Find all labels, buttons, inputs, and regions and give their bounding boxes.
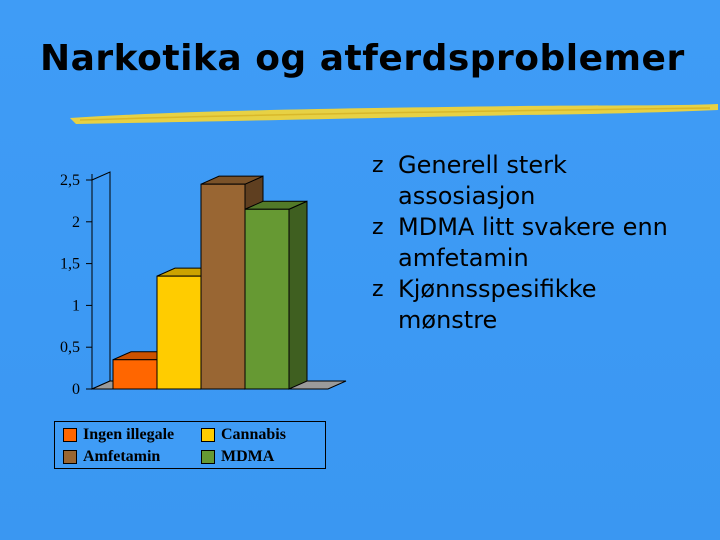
bullet-text-line: MDMA litt svakere enn bbox=[398, 213, 668, 241]
y-tick-label: 0,5 bbox=[60, 339, 80, 356]
bullet-icon: z bbox=[372, 153, 384, 178]
bar-side bbox=[288, 200, 308, 390]
bar bbox=[200, 183, 246, 390]
chart-legend: Ingen illegale Cannabis Amfetamin MDMA bbox=[54, 421, 326, 469]
bullet-item: z Kjønnsspesifikke mønstre bbox=[372, 274, 712, 336]
bar bbox=[112, 359, 158, 390]
bullet-icon: z bbox=[372, 277, 384, 302]
bullet-text-line: Generell sterk bbox=[398, 151, 567, 179]
bullet-text-line: assosiasjon bbox=[398, 182, 536, 210]
legend-label: MDMA bbox=[221, 448, 275, 465]
legend-item: Amfetamin bbox=[63, 447, 160, 467]
chart-side-wall bbox=[91, 171, 111, 390]
title-underline bbox=[70, 104, 718, 124]
bar bbox=[156, 275, 202, 390]
legend-swatch bbox=[63, 450, 77, 464]
legend-label: Cannabis bbox=[221, 426, 286, 443]
bullet-item: z Generell sterk assosiasjon bbox=[372, 150, 712, 212]
y-tick-label: 0 bbox=[72, 381, 80, 398]
bullet-text-line: mønstre bbox=[398, 306, 498, 334]
legend-swatch bbox=[201, 450, 215, 464]
legend-item: Ingen illegale bbox=[63, 425, 174, 445]
legend-label: Ingen illegale bbox=[83, 426, 175, 443]
y-tick-label: 1 bbox=[72, 297, 80, 314]
bar bbox=[244, 208, 290, 390]
legend-swatch bbox=[63, 428, 77, 442]
legend-item: MDMA bbox=[201, 447, 274, 467]
y-tick-label: 1,5 bbox=[60, 256, 80, 273]
legend-item: Cannabis bbox=[201, 425, 286, 445]
y-tick-label: 2 bbox=[72, 214, 80, 231]
bullet-list: z Generell sterk assosiasjon z MDMA litt… bbox=[372, 150, 712, 336]
bullet-text-line: amfetamin bbox=[398, 244, 529, 272]
slide-title: Narkotika og atferdsproblemer bbox=[40, 38, 685, 79]
legend-label: Amfetamin bbox=[83, 448, 161, 465]
bullet-item: z MDMA litt svakere enn amfetamin bbox=[372, 212, 712, 274]
legend-swatch bbox=[201, 428, 215, 442]
y-tick-label: 2,5 bbox=[60, 172, 80, 189]
bullet-icon: z bbox=[372, 215, 384, 240]
bullet-text-line: Kjønnsspesifikke bbox=[398, 275, 597, 303]
